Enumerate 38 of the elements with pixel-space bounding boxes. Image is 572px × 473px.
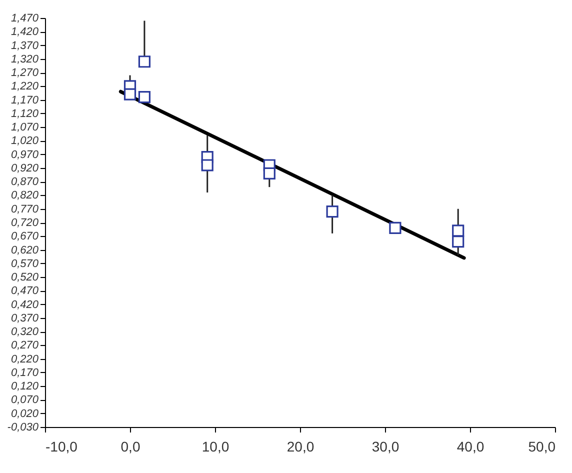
x-tick-label: 40,0 xyxy=(456,438,484,454)
y-tick-label: 0,370 xyxy=(10,312,40,324)
y-tick-label: 1,020 xyxy=(10,135,40,148)
y-tick-label: 0,120 xyxy=(10,380,40,393)
x-tick-label: 50,0 xyxy=(528,438,556,454)
y-tick-label: 0,570 xyxy=(10,258,40,270)
y-tick-label: 0,070 xyxy=(10,394,40,406)
y-tick-label: 1,370 xyxy=(10,40,40,52)
y-tick-label: 0,870 xyxy=(10,176,40,188)
y-tick-label: 0,520 xyxy=(10,272,40,284)
x-tick-label: 30,0 xyxy=(372,438,400,454)
y-tick-label: 0,820 xyxy=(10,190,40,202)
y-tick-label: 0,670 xyxy=(10,230,40,243)
y-tick-label: 1,420 xyxy=(10,26,40,38)
y-tick-label: 0,770 xyxy=(10,203,40,216)
y-tick-label: 1,470 xyxy=(10,12,40,24)
y-tick-label: 0,270 xyxy=(10,340,40,352)
x-tick-label: 10,0 xyxy=(202,438,230,454)
y-tick-label: 1,070 xyxy=(10,122,40,134)
y-tick-label: 1,120 xyxy=(10,108,40,120)
y-tick-label: 1,170 xyxy=(10,94,40,106)
y-tick-label: 0,920 xyxy=(10,162,40,174)
y-tick-label: -0,030 xyxy=(7,422,40,434)
x-tick-label: 0,0 xyxy=(120,438,140,454)
y-tick-label: 0,720 xyxy=(10,217,40,229)
y-tick-label: 1,270 xyxy=(10,67,40,80)
y-tick-label: 1,320 xyxy=(10,53,40,66)
y-tick-label: 0,320 xyxy=(10,326,40,338)
y-tick-label: 0,220 xyxy=(10,353,40,366)
y-tick-label: 0,020 xyxy=(10,408,40,420)
y-tick-label: 0,470 xyxy=(10,285,40,298)
y-tick-label: 0,170 xyxy=(10,366,40,379)
x-tick-label: 20,0 xyxy=(286,438,314,454)
y-tick-label: 0,970 xyxy=(10,148,40,161)
x-tick-label: -10,0 xyxy=(46,438,78,454)
y-tick-label: 0,420 xyxy=(10,298,40,311)
y-tick-label: 1,220 xyxy=(10,80,40,93)
y-tick-label: 0,620 xyxy=(10,244,40,256)
